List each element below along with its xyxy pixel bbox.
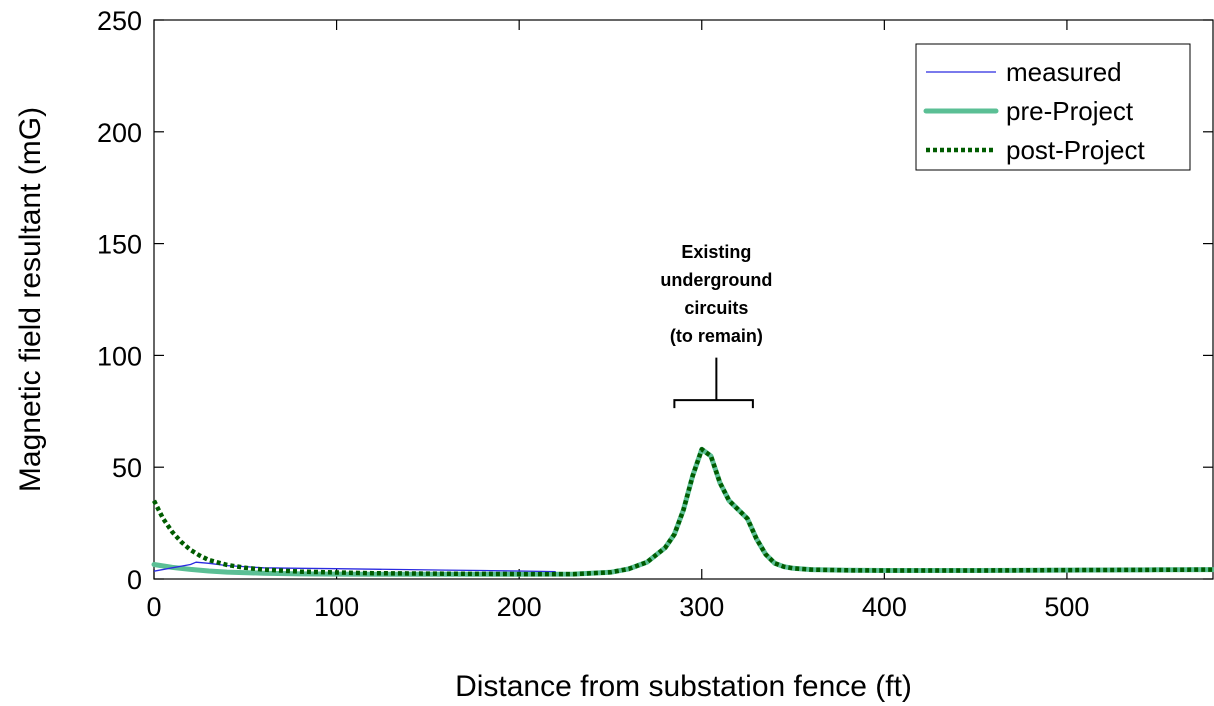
- y-tick-label: 100: [97, 341, 142, 371]
- legend-label-post-project: post-Project: [1006, 135, 1145, 165]
- x-axis-title: Distance from substation fence (ft): [455, 670, 912, 703]
- x-tick-label: 100: [314, 592, 359, 622]
- annotation-text-line: (to remain): [670, 326, 763, 346]
- series-line-post-project: [151, 447, 1214, 577]
- x-tick-label: 0: [146, 592, 161, 622]
- axes-box: [153, 19, 1214, 580]
- annotation: Existing underground circuits (to remain…: [660, 242, 772, 409]
- legend-label-measured: measured: [1006, 57, 1122, 87]
- series-line-measured: [153, 561, 556, 573]
- y-tick-label: 250: [97, 6, 142, 36]
- y-tick-label: 0: [127, 565, 142, 595]
- y-axis-title: Magnetic field resultant (mG): [14, 107, 47, 492]
- legend: measured pre-Project post-Project: [915, 43, 1191, 171]
- legend-label-pre-project: pre-Project: [1006, 96, 1134, 126]
- y-tick-label: 200: [97, 118, 142, 148]
- x-tick-label: 300: [679, 592, 724, 622]
- x-tick-label: 200: [497, 592, 542, 622]
- annotation-text-line: Existing: [681, 242, 751, 262]
- series-layer: [151, 446, 1214, 577]
- x-tick-label: 500: [1044, 592, 1089, 622]
- x-tick-label: 400: [862, 592, 907, 622]
- axis-ticks: 0 100 200 300 400 500 0 50 100 150 200 250: [97, 6, 1213, 622]
- annotation-text-line: circuits: [684, 298, 748, 318]
- y-tick-label: 50: [112, 453, 142, 483]
- annotation-bracket: [673, 357, 754, 409]
- annotation-text-line: underground: [660, 270, 772, 290]
- y-tick-label: 150: [97, 230, 142, 260]
